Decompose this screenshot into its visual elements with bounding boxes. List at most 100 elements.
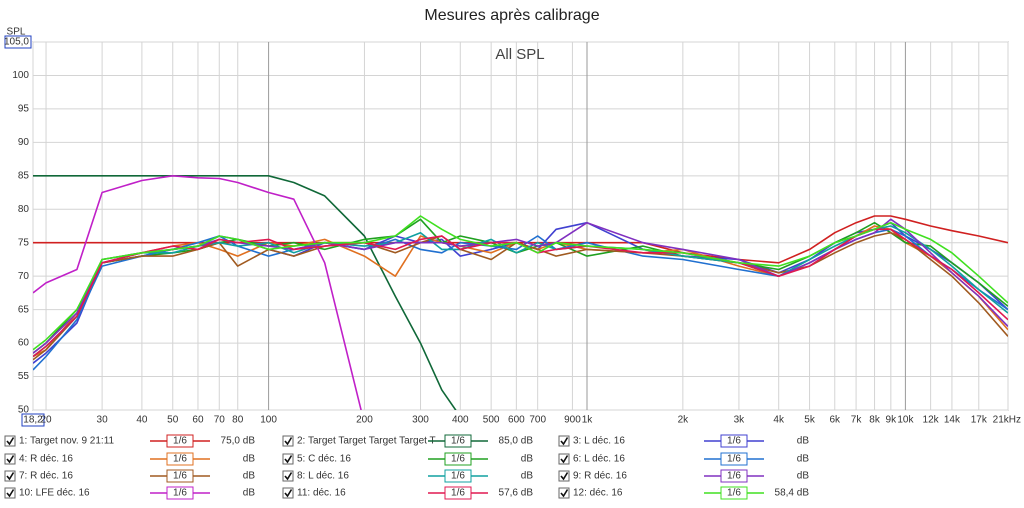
legend-level: dB (797, 436, 810, 447)
legend-smoothing-box[interactable] (720, 486, 748, 500)
legend-checkbox[interactable] (4, 453, 16, 465)
chart-title: Mesures après calibrage (424, 7, 599, 24)
legend-label: 10: LFE déc. 16 (19, 488, 90, 499)
x-tick-label: 30 (97, 415, 109, 426)
x-tick-label: 4k (773, 415, 785, 426)
legend-smoothing: 1/6 (451, 488, 465, 499)
y-tick-label: 60 (18, 338, 30, 349)
legend-check (6, 437, 15, 446)
lines (33, 175, 1008, 410)
legend-smoothing: 1/6 (727, 488, 741, 499)
x-tick-label: 500 (483, 415, 500, 426)
x-tick-label: 1k (582, 415, 594, 426)
legend-smoothing-box[interactable] (166, 486, 194, 500)
series-line (33, 175, 457, 410)
legend-label: 1: Target nov. 9 21:11 (19, 436, 115, 447)
legend-label: 2: Target Target Target Target T (297, 436, 436, 447)
legend-checkbox[interactable] (4, 487, 16, 499)
legend-smoothing: 1/6 (451, 436, 465, 447)
axes: 50 55 60 65 70 75 80 85 90 95 100 105,0 18,220 30 40 50… (4, 35, 1021, 427)
legend-smoothing-box[interactable] (444, 452, 472, 466)
x-tick-label: 40 (136, 415, 148, 426)
legend-smoothing: 1/6 (173, 471, 187, 482)
legend-level: 75,0 dB (221, 436, 256, 447)
x-tick-label: 20 (40, 415, 52, 426)
legend-smoothing-box[interactable] (720, 434, 748, 448)
legend-smoothing: 1/6 (173, 488, 187, 499)
y-tick-label: 105,0 (4, 37, 29, 48)
legend-check (560, 437, 569, 446)
legend-smoothing-box[interactable] (444, 469, 472, 483)
x-tick-label: 18,2 (23, 415, 43, 426)
series-line (33, 228, 1008, 371)
legend-smoothing-box[interactable] (444, 434, 472, 448)
x-tick-label: 14k (944, 415, 961, 426)
legend-checkbox[interactable] (282, 487, 294, 499)
legend-smoothing-box[interactable] (166, 452, 194, 466)
x-tick-label: 2k (678, 415, 690, 426)
legend-level: dB (521, 471, 534, 482)
y-axis-label: SPL (7, 27, 26, 38)
legend-smoothing-box[interactable] (720, 452, 748, 466)
y-tick-box (4, 35, 32, 49)
legend-check (6, 455, 15, 464)
legend-smoothing: 1/6 (173, 454, 187, 465)
legend-label: 6: L déc. 16 (573, 454, 625, 465)
legend-label: 8: L déc. 16 (297, 471, 349, 482)
legend-label: 11: déc. 16 (297, 488, 346, 499)
y-tick-label: 70 (18, 271, 30, 282)
legend-smoothing: 1/6 (727, 436, 741, 447)
y-tick-label: 85 (18, 170, 30, 181)
y-tick-label: 65 (18, 304, 30, 315)
plot-title: All SPL (495, 46, 544, 63)
x-tick-label: 5k (804, 415, 816, 426)
legend-checkbox[interactable] (282, 435, 294, 447)
legend-check (560, 455, 569, 464)
series-line (33, 231, 1008, 361)
x-tick-label: 8k (869, 415, 881, 426)
x-tick-box (21, 413, 45, 427)
x-tick-label: 900 (564, 415, 581, 426)
legend-checkbox[interactable] (4, 470, 16, 482)
y-tick-label: 80 (18, 204, 30, 215)
x-tick-label: 100 (260, 415, 277, 426)
legend-level: dB (521, 454, 534, 465)
legend-label: 12: déc. 16 (573, 488, 623, 499)
legend-checkbox[interactable] (282, 470, 294, 482)
legend-smoothing-box[interactable] (720, 469, 748, 483)
x-tick-label: 17k (971, 415, 988, 426)
legend-smoothing: 1/6 (451, 454, 465, 465)
legend-label: 4: R déc. 16 (19, 454, 73, 465)
series-line (33, 228, 1008, 358)
x-tick-label: 10k (897, 415, 914, 426)
y-tick-label: 75 (18, 237, 30, 248)
legend-checkbox[interactable] (558, 435, 570, 447)
legend-checkbox[interactable] (282, 453, 294, 465)
legend-smoothing-box[interactable] (166, 469, 194, 483)
legend-level: dB (243, 488, 256, 499)
legend-level: 57,6 dB (499, 488, 534, 499)
legend-level: 85,0 dB (499, 436, 534, 447)
x-tick-label: 400 (452, 415, 469, 426)
legend-smoothing: 1/6 (173, 436, 187, 447)
legend-smoothing-box[interactable] (444, 486, 472, 500)
legend-checkbox[interactable] (558, 487, 570, 499)
y-tick-label: 50 (18, 405, 30, 416)
legend-checkbox[interactable] (558, 470, 570, 482)
x-tick-label: 300 (412, 415, 429, 426)
y-tick-label: 95 (18, 104, 30, 115)
legend-smoothing-box[interactable] (166, 434, 194, 448)
legend-label: 7: R déc. 16 (19, 471, 73, 482)
legend-check (6, 472, 15, 481)
legend-checkbox[interactable] (4, 435, 16, 447)
legend-checkbox[interactable] (558, 453, 570, 465)
y-tick-label: 55 (18, 371, 30, 382)
legend: 1: Target nov. 9 21:11 1/6 75,0 dB 2: Targe… (4, 434, 810, 500)
series-line (33, 215, 1008, 351)
plot-area (32, 41, 1009, 411)
x-tick-label: 3k (734, 415, 746, 426)
x-tick-label: 7k (851, 415, 863, 426)
series-line (33, 175, 362, 410)
legend-check (560, 489, 569, 498)
legend-check (6, 489, 15, 498)
